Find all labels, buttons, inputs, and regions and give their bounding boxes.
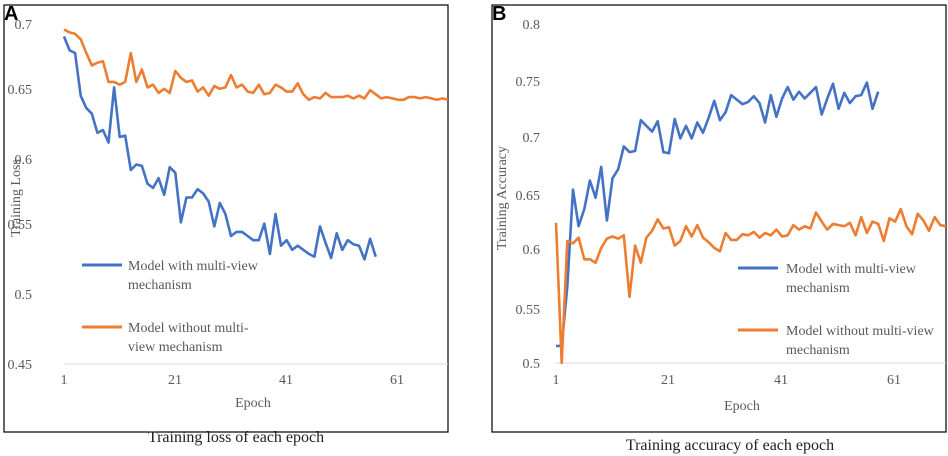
panel-b-x-tick-label: 1: [553, 373, 560, 388]
panel-a-series-line-no-multi-view: [63, 28, 449, 102]
panel-a-legend-label: mechanism: [128, 278, 192, 293]
panel-b-legend-label: Model with multi-view: [786, 262, 917, 277]
panel-b-y-tick-label: 0.75: [516, 75, 541, 90]
panel-a-y-tick-label: 0.55: [8, 218, 33, 233]
panel-b-plot-frame: [491, 4, 947, 433]
panel-a-x-axis-title: Epoch: [235, 396, 271, 411]
panel-b-series-line-no-multi-view: [554, 207, 947, 365]
panel-b-series-line-multi-view: [556, 81, 880, 348]
panel-a-training-loss-chart: A 0.45 0.5 0.55 0.6 0.65 0.7 1 21 41 61 …: [3, 3, 449, 446]
panel-b-x-tick-label: 21: [661, 373, 675, 388]
panel-b-y-tick-label: 0.6: [523, 243, 541, 258]
panel-b-legend-label: mechanism: [786, 343, 850, 358]
panel-a-x-ticks: 1 21 41 61: [61, 373, 405, 388]
panel-a-y-tick-label: 0.6: [15, 153, 33, 168]
panel-a-legend: Model with multi-view mechanism Model wi…: [82, 259, 259, 355]
panel-a-y-tick-label: 0.5: [15, 288, 33, 303]
panel-a-y-ticks: 0.45 0.5 0.55 0.6 0.65 0.7: [8, 18, 33, 373]
panel-a-x-tick-label: 21: [168, 373, 182, 388]
panel-a-series-line-multi-view: [62, 36, 377, 261]
panel-b-x-tick-label: 61: [887, 373, 901, 388]
panel-a-y-tick-label: 0.7: [15, 18, 33, 33]
panel-a-plot-frame: [3, 4, 449, 433]
panel-b-x-axis-title: Epoch: [724, 399, 760, 414]
panel-b-y-tick-label: 0.55: [516, 303, 541, 318]
panel-a-y-tick-label: 0.65: [8, 83, 33, 98]
panel-b-y-ticks: 0.5 0.55 0.6 0.65 0.7 0.75 0.8: [516, 18, 541, 372]
panel-a-series-layer: [62, 28, 449, 261]
panel-a-x-tick-label: 1: [61, 373, 68, 388]
panel-b-y-tick-label: 0.65: [516, 189, 541, 204]
panel-a-legend-label: Model without multi-: [128, 321, 249, 336]
panel-b-series-layer: [554, 81, 947, 365]
panel-a-letter: A: [4, 3, 18, 25]
panel-a-y-tick-label: 0.45: [8, 358, 33, 373]
panel-b-legend-label: Model without multi-view: [786, 324, 935, 339]
panel-b-caption: Training accuracy of each epoch: [626, 437, 834, 454]
panel-a-legend-label: Model with multi-view: [128, 259, 259, 274]
panel-b-y-tick-label: 0.5: [523, 357, 541, 372]
panel-a-x-tick-label: 61: [390, 373, 404, 388]
panel-b-y-axis-title: Training Accuracy: [495, 146, 510, 250]
panel-b-x-ticks: 1 21 41 61: [553, 373, 902, 388]
panel-a-caption: Training loss of each epoch: [148, 429, 324, 446]
panel-a-x-tick-label: 41: [279, 373, 293, 388]
panel-b-y-tick-label: 0.7: [523, 131, 541, 146]
panel-a-y-axis-title: Training Loss: [9, 159, 24, 237]
panel-b-y-tick-label: 0.8: [523, 18, 541, 33]
panel-b-training-accuracy-chart: B 0.5 0.55 0.6 0.65 0.7 0.75 0.8 1 21 41…: [491, 3, 947, 454]
panel-b-letter: B: [492, 3, 506, 25]
panel-b-legend: Model with multi-view mechanism Model wi…: [738, 262, 935, 358]
panel-b-x-tick-label: 41: [774, 373, 788, 388]
panel-b-legend-label: mechanism: [786, 281, 850, 296]
panel-a-legend-label: view mechanism: [128, 340, 223, 355]
